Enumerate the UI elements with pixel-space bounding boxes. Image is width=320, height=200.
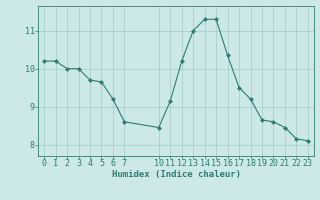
X-axis label: Humidex (Indice chaleur): Humidex (Indice chaleur) (111, 170, 241, 179)
